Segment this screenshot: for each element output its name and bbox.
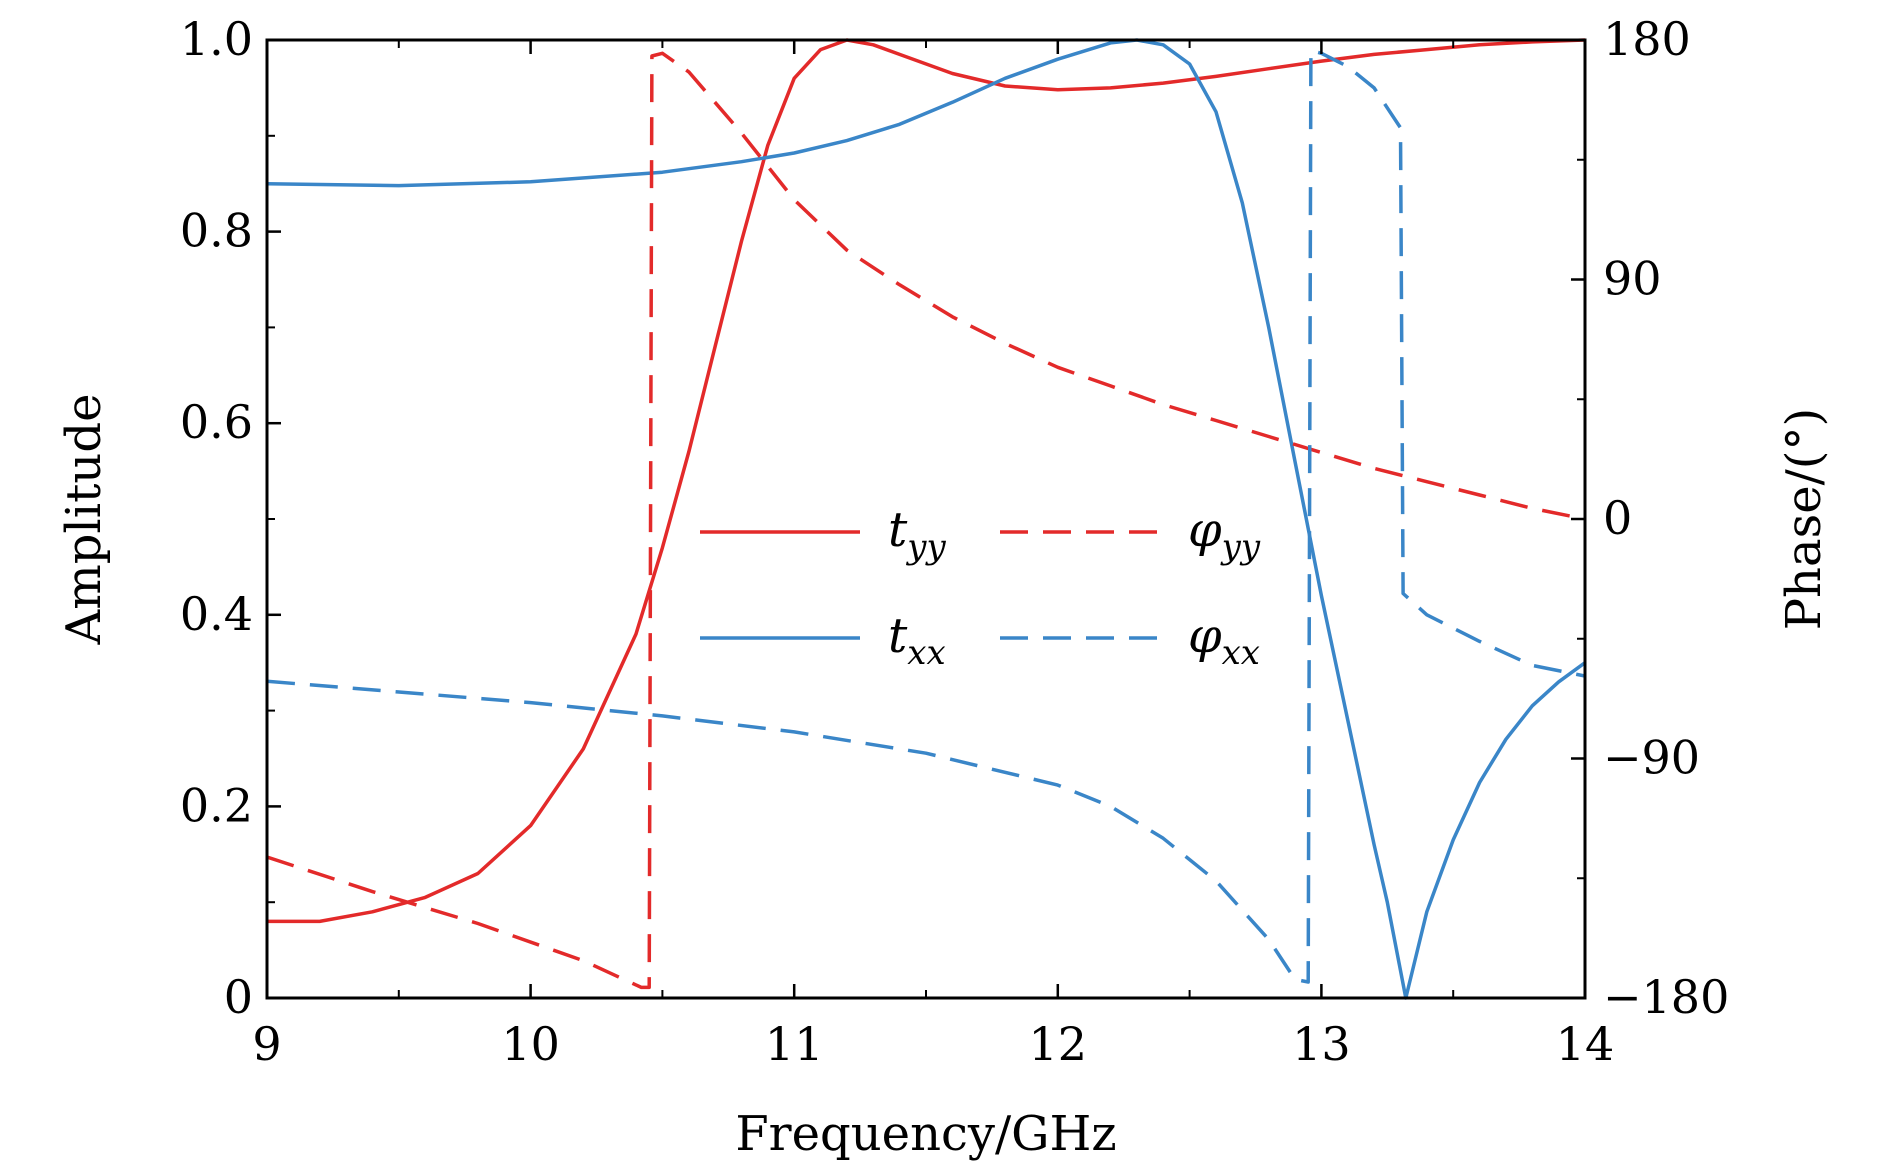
y-tick-label: 0.4: [180, 587, 253, 641]
series-line-4: [267, 48, 1585, 984]
y2-tick-label: 0: [1603, 491, 1632, 545]
legend: tyy φyy txx φxx: [700, 502, 1261, 673]
legend-label: φxx: [1188, 608, 1260, 673]
y-tick-label: 1.0: [180, 12, 253, 66]
y-tick-label: 0.8: [180, 204, 253, 258]
x-tick-label: 10: [501, 1017, 560, 1071]
y2-tick-label: 180: [1603, 12, 1691, 66]
x-tick-label: 9: [252, 1017, 281, 1071]
x-axis-title: Frequency/GHz: [735, 1106, 1116, 1162]
y-tick-label: 0: [224, 970, 253, 1024]
legend-label: φyy: [1188, 502, 1261, 567]
plot-lines: [267, 38, 1585, 1000]
y-tick-label: 0.6: [180, 395, 253, 449]
axis-tick-labels: 9 10 11 12 13 14 0 0.2 0.4 0.6 0.8 1.0 −180 −90 0 90 180: [180, 12, 1730, 1071]
y2-axis-title: Phase/(°): [1776, 408, 1832, 631]
x-tick-label: 13: [1292, 1017, 1351, 1071]
x-tick-label: 14: [1556, 1017, 1615, 1071]
legend-label: txx: [888, 608, 946, 673]
y2-tick-label: 90: [1603, 252, 1662, 306]
axis-ticks: [265, 38, 1587, 1000]
y2-tick-label: −90: [1603, 731, 1700, 785]
series-line-3: [267, 51, 1585, 990]
x-tick-label: 11: [765, 1017, 824, 1071]
legend-label: tyy: [888, 502, 947, 567]
y-tick-label: 0.2: [180, 778, 253, 832]
series-line-1: [267, 38, 1585, 924]
x-tick-label: 12: [1029, 1017, 1088, 1071]
series-line-2: [267, 38, 1585, 1000]
y-axis-title: Amplitude: [56, 394, 112, 646]
y2-tick-label: −180: [1603, 970, 1729, 1024]
